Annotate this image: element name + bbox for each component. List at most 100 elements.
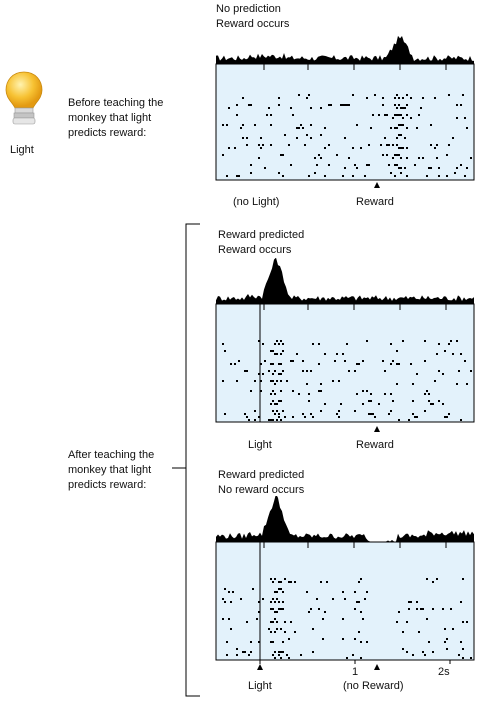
spike-dot bbox=[398, 97, 400, 99]
spike-dot bbox=[280, 581, 282, 583]
spike-dot bbox=[290, 107, 292, 109]
spike-dot bbox=[338, 416, 340, 418]
spike-dot bbox=[398, 147, 400, 149]
spike-dot bbox=[362, 390, 364, 392]
spike-dot bbox=[318, 343, 320, 345]
spike-dot bbox=[354, 591, 356, 593]
spike-dot bbox=[406, 651, 408, 653]
spike-dot bbox=[356, 393, 358, 395]
spike-dot bbox=[348, 370, 350, 372]
spike-dot bbox=[270, 641, 272, 643]
spike-dot bbox=[302, 127, 304, 129]
spike-dot bbox=[270, 631, 272, 633]
spike-dot bbox=[274, 601, 276, 603]
spike-dot bbox=[358, 631, 360, 633]
spike-dot bbox=[278, 601, 280, 603]
spike-dot bbox=[340, 403, 342, 405]
spike-dot bbox=[386, 154, 388, 156]
spike-dot bbox=[268, 419, 270, 421]
spike-dot bbox=[258, 144, 260, 146]
spike-dot bbox=[470, 657, 472, 659]
spike-dot bbox=[284, 578, 286, 580]
spike-dot bbox=[396, 164, 398, 166]
spike-dot bbox=[224, 601, 226, 603]
spike-dot bbox=[462, 578, 464, 580]
panel-1-axis-label-reward: Reward bbox=[356, 196, 394, 208]
spike-dot bbox=[464, 117, 466, 119]
spike-dot bbox=[396, 127, 398, 129]
spike-dot bbox=[356, 363, 358, 365]
spike-dot bbox=[300, 654, 302, 656]
spike-dot bbox=[384, 137, 386, 139]
spike-dot bbox=[444, 641, 446, 643]
spike-dot bbox=[366, 340, 368, 342]
spike-dot bbox=[282, 641, 284, 643]
spike-dot bbox=[246, 416, 248, 418]
spike-dot bbox=[320, 410, 322, 412]
panel-2-title-line2: Reward occurs bbox=[218, 244, 292, 256]
spike-dot bbox=[294, 581, 296, 583]
spike-dot bbox=[264, 360, 266, 362]
spike-dot bbox=[282, 175, 284, 177]
spike-dot bbox=[362, 360, 364, 362]
spike-dot bbox=[446, 175, 448, 177]
spike-dot bbox=[298, 94, 300, 96]
spike-dot bbox=[402, 117, 404, 119]
spike-dot bbox=[272, 410, 274, 412]
spike-dot bbox=[394, 164, 396, 166]
spike-dot bbox=[402, 97, 404, 99]
spike-dot bbox=[324, 353, 326, 355]
spike-dot bbox=[254, 410, 256, 412]
spike-dot bbox=[282, 651, 284, 653]
spike-dot bbox=[460, 601, 462, 603]
spike-dot bbox=[320, 383, 322, 385]
spike-dot bbox=[288, 144, 290, 146]
spike-dot bbox=[280, 628, 282, 630]
spike-dot bbox=[304, 144, 306, 146]
spike-dot bbox=[268, 370, 270, 372]
spike-dot bbox=[460, 164, 462, 166]
spike-dot bbox=[292, 416, 294, 418]
spike-dot bbox=[470, 370, 472, 372]
spike-dot bbox=[330, 104, 332, 106]
spike-dot bbox=[354, 608, 356, 610]
spike-dot bbox=[368, 164, 370, 166]
spike-dot bbox=[224, 588, 226, 590]
spike-dot bbox=[318, 363, 320, 365]
spike-dot bbox=[424, 340, 426, 342]
spike-dot bbox=[410, 601, 412, 603]
spike-dot bbox=[222, 154, 224, 156]
spike-dot bbox=[276, 628, 278, 630]
spike-dot bbox=[428, 393, 430, 395]
spike-dot bbox=[460, 641, 462, 643]
spike-dot bbox=[352, 175, 354, 177]
spike-dot bbox=[272, 641, 274, 643]
spike-dot bbox=[392, 144, 394, 146]
spike-dot bbox=[362, 618, 364, 620]
spike-dot bbox=[396, 363, 398, 365]
spike-dot bbox=[320, 157, 322, 159]
spike-dot bbox=[444, 628, 446, 630]
spike-dot bbox=[400, 157, 402, 159]
spike-dot bbox=[272, 598, 274, 600]
spike-dot bbox=[296, 127, 298, 129]
spike-dot bbox=[280, 380, 282, 382]
spike-dot bbox=[228, 107, 230, 109]
spike-dot bbox=[310, 608, 312, 610]
spike-dot bbox=[354, 164, 356, 166]
spike-dot bbox=[276, 353, 278, 355]
spike-dot bbox=[390, 127, 392, 129]
spike-dot bbox=[358, 581, 360, 583]
spike-dot bbox=[274, 413, 276, 415]
event-arrow bbox=[374, 426, 380, 432]
spike-dot bbox=[258, 373, 260, 375]
spike-dot bbox=[310, 137, 312, 139]
spike-dot bbox=[276, 591, 278, 593]
spike-dot bbox=[352, 94, 354, 96]
spike-dot bbox=[268, 628, 270, 630]
spike-dot bbox=[402, 631, 404, 633]
spike-dot bbox=[278, 343, 280, 345]
spike-dot bbox=[228, 618, 230, 620]
spike-dot bbox=[236, 648, 238, 650]
spike-dot bbox=[250, 390, 252, 392]
